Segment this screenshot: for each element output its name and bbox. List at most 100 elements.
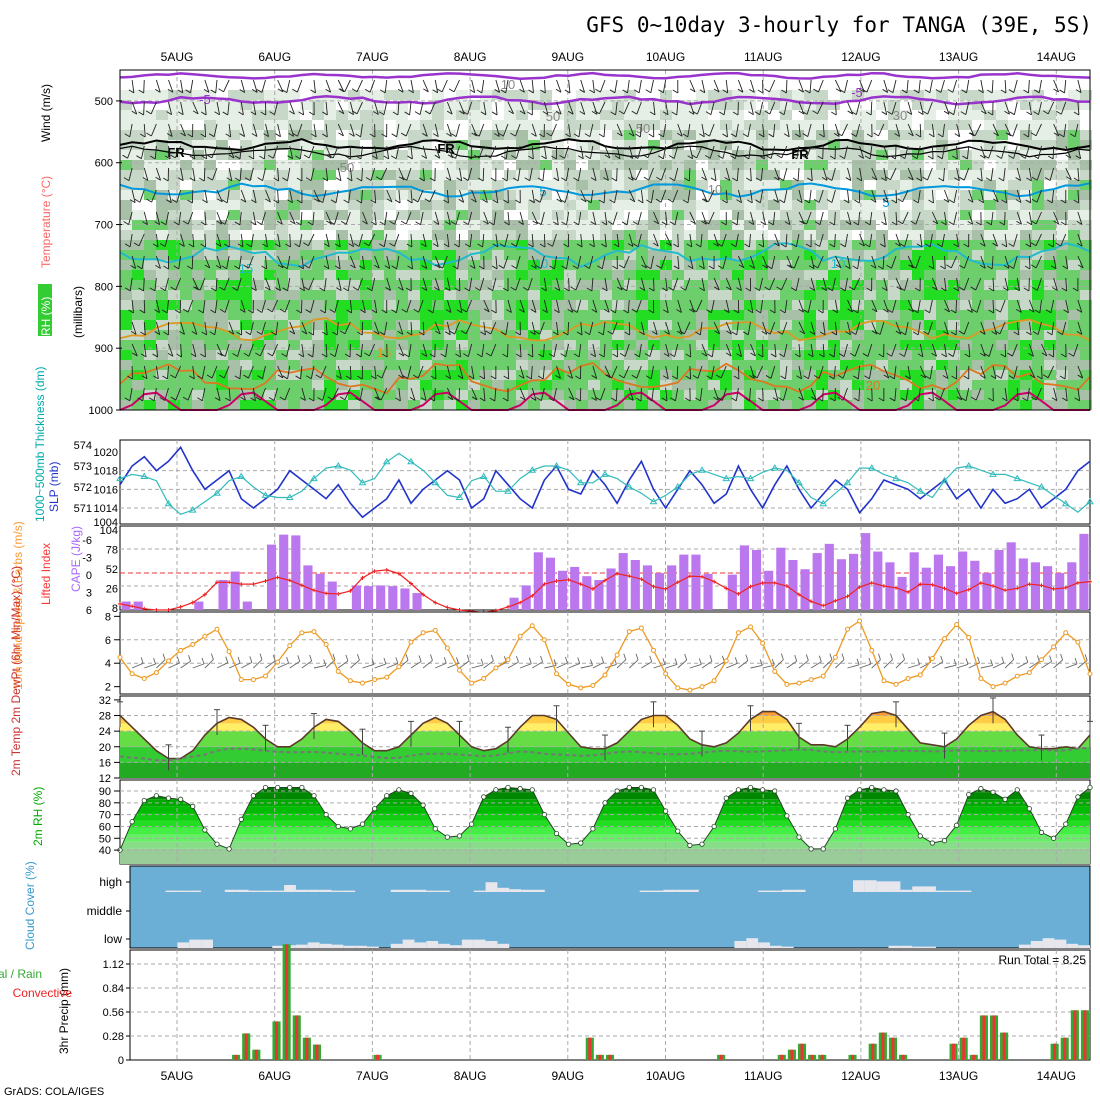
rh-cell (612, 300, 624, 310)
rh-cell (600, 350, 612, 360)
rh-cell (396, 330, 408, 340)
rh-cell (492, 390, 504, 400)
rh-cell (228, 280, 240, 290)
wind-barb (248, 343, 254, 357)
wind-barb (192, 101, 199, 115)
rh-cell (876, 370, 888, 380)
rh-cell (852, 280, 864, 290)
rh-cell (216, 300, 228, 310)
wind-barb-flag (453, 243, 460, 248)
rh-cell (516, 370, 528, 380)
wind-barb (362, 211, 368, 225)
wind-barb-flag (630, 176, 637, 181)
wind-barb (406, 299, 412, 313)
wind-barb-flag (924, 89, 931, 94)
rh-cell (384, 400, 396, 410)
rh-cell (1020, 240, 1032, 250)
wind-barb (650, 255, 654, 269)
wind-barb-flag (381, 353, 388, 358)
wind-barb-flag (306, 375, 312, 380)
rh-cell (648, 400, 660, 410)
wind-barb-flag (598, 133, 605, 138)
rh-cell (324, 290, 336, 300)
rh-cell (600, 120, 612, 130)
wind-barb-flag (527, 353, 534, 358)
rh-cell (216, 370, 228, 380)
rh-cell (288, 320, 300, 330)
rh-cell (852, 380, 864, 390)
wind-barb (539, 189, 545, 203)
wind-barb-flag (777, 330, 783, 335)
rh-cell (420, 310, 432, 320)
rh-cell (456, 110, 468, 120)
rh-cell (960, 340, 972, 350)
wind-barb-flag (408, 89, 414, 94)
date-label-bottom-11AUG: 11AUG (744, 1069, 782, 1083)
rh-cell (768, 150, 780, 160)
wind-barb-flag (381, 133, 387, 138)
rh-cell (276, 320, 288, 330)
rh-cell (468, 360, 480, 370)
rh-cell (624, 310, 636, 320)
rh-cell (864, 300, 876, 310)
rh-cell (408, 270, 420, 280)
rh-cell (372, 220, 384, 230)
wind-barb (988, 145, 994, 159)
rh-cell (1008, 380, 1020, 390)
rh-cell (768, 310, 780, 320)
wind-barb-flag (536, 397, 542, 402)
wind-barb-flag (1015, 199, 1022, 203)
rh-cell (960, 220, 972, 230)
rh-cell (864, 280, 876, 290)
rh-cell (624, 170, 636, 180)
wind-barb (308, 233, 315, 246)
cape-bar (400, 588, 410, 610)
rh-cell (300, 230, 312, 240)
wind-barb (737, 255, 745, 268)
rh-cell (348, 380, 360, 390)
rh-cell (1056, 200, 1068, 210)
wind-barb (822, 387, 824, 402)
wind-barb (988, 343, 994, 357)
rh-cell (276, 180, 288, 190)
rh-cell (960, 90, 972, 100)
wind-barb-flag (339, 396, 346, 401)
rh-cell (516, 270, 528, 280)
rh-cell (180, 290, 192, 300)
rh-cell (648, 390, 660, 400)
wind-barb-flag (1050, 265, 1057, 270)
rh-cell (636, 380, 648, 390)
wind-barb-flag (750, 352, 756, 357)
wind-barb (665, 277, 668, 291)
wind-barb (434, 211, 440, 225)
rh-cell (1080, 140, 1092, 150)
wind-barb-flag (325, 88, 331, 93)
rh-cell (180, 190, 192, 200)
wind-barb-flag (1028, 352, 1034, 357)
wind-barb-flag (166, 111, 172, 116)
wind-barb-flag (959, 330, 965, 335)
rh-cell (336, 260, 348, 270)
rh-cell (816, 310, 828, 320)
wind-barb-flag (1073, 199, 1079, 204)
rh-cell (300, 100, 312, 110)
rh-cell (432, 100, 444, 110)
wind-barb (1016, 277, 1020, 291)
wind-barb-flag (491, 111, 498, 116)
wind-barb (386, 145, 390, 159)
wind-barb (467, 167, 473, 181)
wind-barb-flag (805, 243, 812, 248)
wind-barb (956, 145, 958, 160)
rh-cell (1008, 270, 1020, 280)
rh-cell (756, 250, 768, 260)
wind-barb-flag (434, 154, 441, 159)
wind-barb-flag (673, 265, 680, 270)
wind-barb-flag (882, 154, 889, 159)
wind-barb-flag (611, 397, 617, 402)
wind-barb (665, 343, 670, 357)
slp-tick: 1004 (94, 517, 118, 529)
rh-cell (912, 180, 924, 190)
rh-cell (468, 110, 480, 120)
rh-cell (576, 120, 588, 130)
rh-cell (372, 340, 384, 350)
